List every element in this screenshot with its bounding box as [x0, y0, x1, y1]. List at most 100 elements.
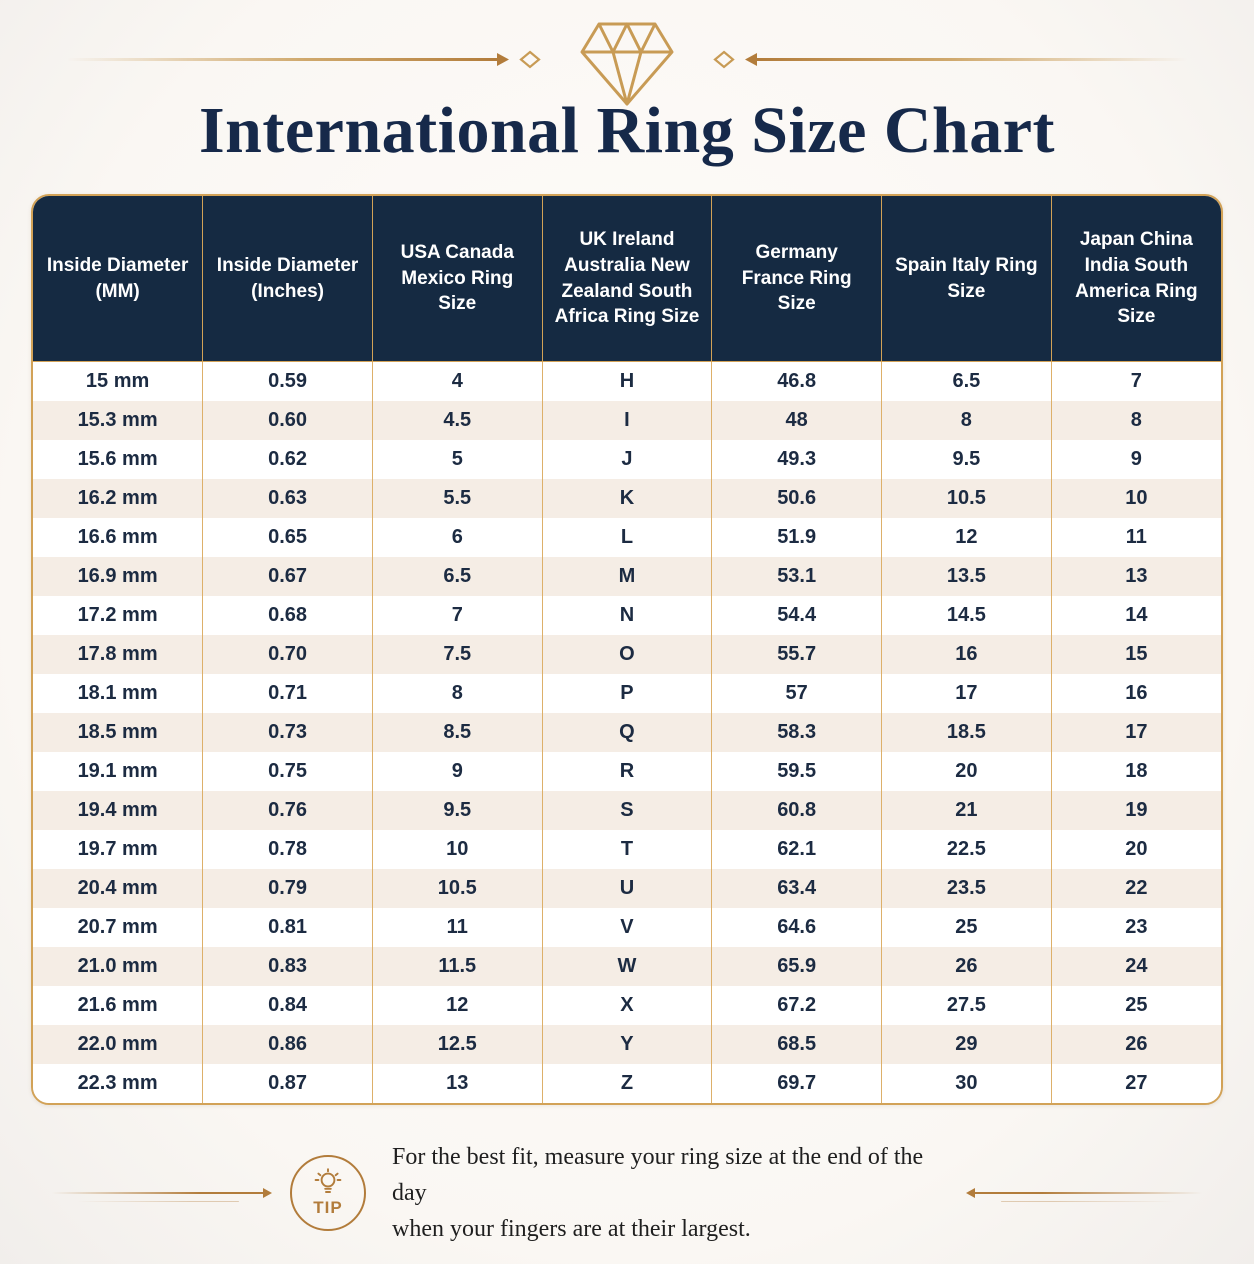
table-cell: 67.2: [711, 986, 882, 1025]
table-row: 21.0 mm 0.83 11.5 W 65.9 26 24: [33, 947, 1221, 986]
table-row: 22.3 mm 0.87 13 Z 69.7 30 27: [33, 1064, 1221, 1103]
table-cell: 15.3 mm: [77, 409, 158, 431]
table-cell: 9: [1050, 440, 1221, 479]
table-cell: 64.6: [711, 908, 882, 947]
table-cell: 0.63: [202, 479, 373, 518]
table-cell: 0.76: [202, 791, 373, 830]
table-cell: 20: [1050, 830, 1221, 869]
table-cell: 63.4: [711, 869, 882, 908]
table-cell: 0.68: [202, 596, 373, 635]
table-cell: 55.7: [711, 635, 882, 674]
table-cell: 10: [1050, 479, 1221, 518]
table-row: 15 mm 0.59 4 H 46.8 6.5 7: [33, 361, 1221, 401]
table-cell: 16: [1050, 674, 1221, 713]
table-cell: 29: [881, 1025, 1052, 1064]
tip-section: TIP For the best fit, measure your ring …: [52, 1139, 1202, 1247]
table-row: 22.0 mm 0.86 12.5 Y 68.5 29 26: [33, 1025, 1221, 1064]
table-cell: 0.67: [202, 557, 373, 596]
table-cell: Z: [541, 1064, 712, 1103]
table-cell: 25: [881, 908, 1052, 947]
divider-line-right: [713, 50, 1187, 69]
table-cell: 0.70: [202, 635, 373, 674]
table-cell: X: [541, 986, 712, 1025]
table-row: 18.5 mm 0.73 8.5 Q 58.3 18.5 17: [33, 713, 1221, 752]
table-row: 18.1 mm 0.71 8 P 57 17 16: [33, 674, 1221, 713]
tip-text-line2: when your fingers are at their largest.: [392, 1216, 751, 1242]
table-cell: L: [541, 518, 712, 557]
table-cell: 27.5: [881, 986, 1052, 1025]
table-cell: 0.81: [202, 908, 373, 947]
table-row: 20.7 mm 0.81 11 V 64.6 25 23: [33, 908, 1221, 947]
table-cell: 12.5: [371, 1025, 543, 1064]
table-cell: 13: [1050, 557, 1221, 596]
table-cell: 19: [1050, 791, 1221, 830]
table-cell: M: [541, 557, 712, 596]
table-cell: 49.3: [711, 440, 882, 479]
table-cell: 14.5: [881, 596, 1052, 635]
table-cell: 5.5: [371, 479, 543, 518]
table-cell: 21.6 mm: [77, 994, 158, 1016]
table-row: 21.6 mm 0.84 12 X 67.2 27.5 25: [33, 986, 1221, 1025]
table-cell: 17.8 mm: [77, 643, 158, 665]
table-cell: 27: [1050, 1064, 1221, 1103]
table-row: 16.6 mm 0.65 6 L 51.9 12 11: [33, 518, 1221, 557]
table-cell: 17.2 mm: [77, 604, 158, 626]
table-cell: 7.5: [371, 635, 543, 674]
table-cell: 19.7 mm: [77, 838, 158, 860]
table-cell: 6.5: [881, 361, 1052, 401]
table-cell: 18.5 mm: [77, 721, 158, 743]
table-cell: 10.5: [881, 479, 1052, 518]
tip-divider-line-left: [52, 1188, 272, 1201]
table-cell: 8: [1050, 401, 1221, 440]
table-cell: 50.6: [711, 479, 882, 518]
table-row: 16.9 mm 0.67 6.5 M 53.1 13.5 13: [33, 557, 1221, 596]
table-cell: 0.84: [202, 986, 373, 1025]
lightbulb-icon: [314, 1168, 342, 1193]
table-cell: 10: [371, 830, 543, 869]
table-cell: 25: [1050, 986, 1221, 1025]
table-cell: 21: [881, 791, 1052, 830]
table-row: 17.2 mm 0.68 7 N 54.4 14.5 14: [33, 596, 1221, 635]
table-cell: 12: [371, 986, 543, 1025]
table-row: 19.7 mm 0.78 10 T 62.1 22.5 20: [33, 830, 1221, 869]
table-cell: Y: [541, 1025, 712, 1064]
table-cell: 20: [881, 752, 1052, 791]
table-cell: 68.5: [711, 1025, 882, 1064]
table-cell: 23: [1050, 908, 1221, 947]
table-cell: 22.0 mm: [77, 1033, 158, 1055]
table-cell: 22.5: [881, 830, 1052, 869]
table-cell: U: [541, 869, 712, 908]
table-cell: P: [541, 674, 712, 713]
col-header-usa-canada-mexico: USA Canada Mexico Ring Size: [371, 196, 543, 362]
table-cell: 51.9: [711, 518, 882, 557]
table-cell: 16.9 mm: [77, 565, 158, 587]
table-cell: 19.1 mm: [77, 760, 158, 782]
table-cell: 69.7: [711, 1064, 882, 1103]
table-cell: 20.4 mm: [77, 877, 158, 899]
ring-size-table: Inside Diameter (MM) Inside Diameter (In…: [31, 194, 1223, 1105]
table-cell: 21.0 mm: [77, 955, 158, 977]
table-cell: 15 mm: [85, 370, 150, 392]
col-header-inside-diameter-mm: Inside Diameter (MM): [33, 196, 203, 362]
table-row: 15.3 mm 0.60 4.5 I 48 8 8: [33, 401, 1221, 440]
table-cell: 0.75: [202, 752, 373, 791]
table-cell: 13: [371, 1064, 543, 1103]
table-cell: 65.9: [711, 947, 882, 986]
table-cell: 26: [881, 947, 1052, 986]
table-cell: 26: [1050, 1025, 1221, 1064]
table-row: 19.1 mm 0.75 9 R 59.5 20 18: [33, 752, 1221, 791]
table-cell: N: [541, 596, 712, 635]
table-cell: 7: [1050, 361, 1221, 401]
col-header-germany-france: Germany France Ring Size: [711, 196, 882, 362]
tip-badge-label: TIP: [313, 1198, 343, 1217]
table-cell: 0.71: [202, 674, 373, 713]
table-cell: 48: [711, 401, 882, 440]
table-cell: O: [541, 635, 712, 674]
table-cell: I: [541, 401, 712, 440]
table-cell: 18.5: [881, 713, 1052, 752]
table-cell: 0.87: [202, 1064, 373, 1103]
table-cell: 11: [371, 908, 543, 947]
table-cell: 8: [371, 674, 543, 713]
table-cell: 23.5: [881, 869, 1052, 908]
diamond-icon: [580, 22, 674, 106]
